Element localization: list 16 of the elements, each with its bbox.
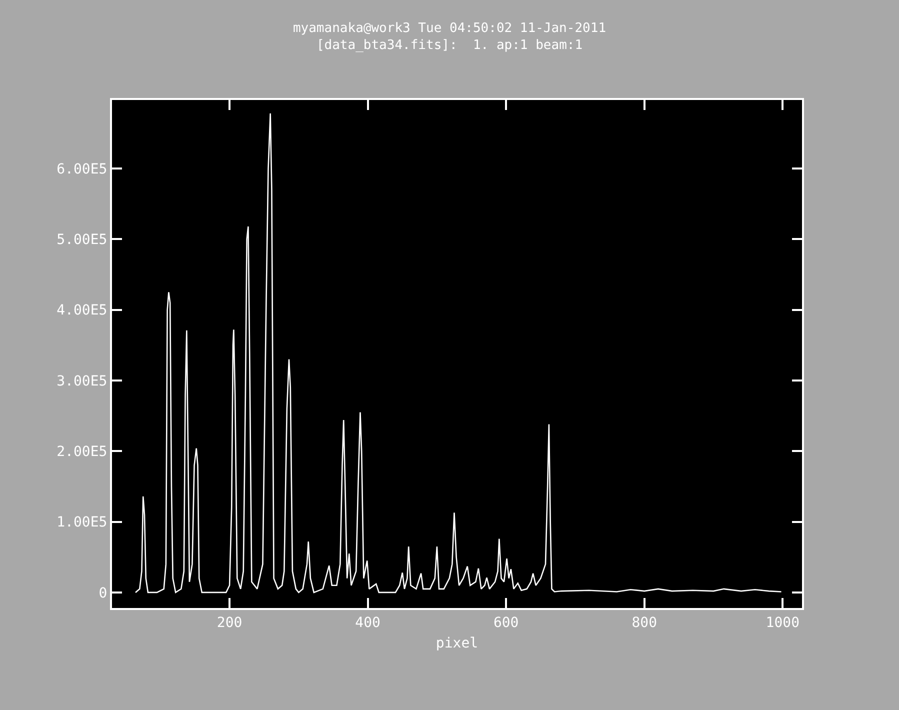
x-tick-label: 200: [216, 614, 242, 631]
line-series: [134, 112, 782, 594]
x-tick-label: 800: [632, 614, 658, 631]
y-tick-label: 2.00E5: [56, 444, 108, 460]
x-axis-title: pixel: [436, 636, 478, 652]
y-tick-label: 3.00E5: [56, 373, 108, 390]
x-tick-label: 400: [355, 614, 380, 631]
y-tick-label: 4.00E5: [56, 302, 108, 319]
y-tick-label: 1.00E5: [56, 514, 108, 531]
x-tick-label: 1000: [766, 614, 800, 631]
y-tick-label: 0: [98, 585, 108, 602]
y-tick-label: 6.00E5: [56, 161, 108, 178]
y-tick-label: 5.00E5: [56, 232, 108, 248]
chart-subtitle: [data_bta34.fits]: 1. ap:1 beam:1: [316, 38, 583, 53]
chart-title: myamanaka@work3 Tue 04:50:02 11-Jan-2011: [292, 20, 606, 36]
x-tick-label: 600: [493, 614, 519, 631]
